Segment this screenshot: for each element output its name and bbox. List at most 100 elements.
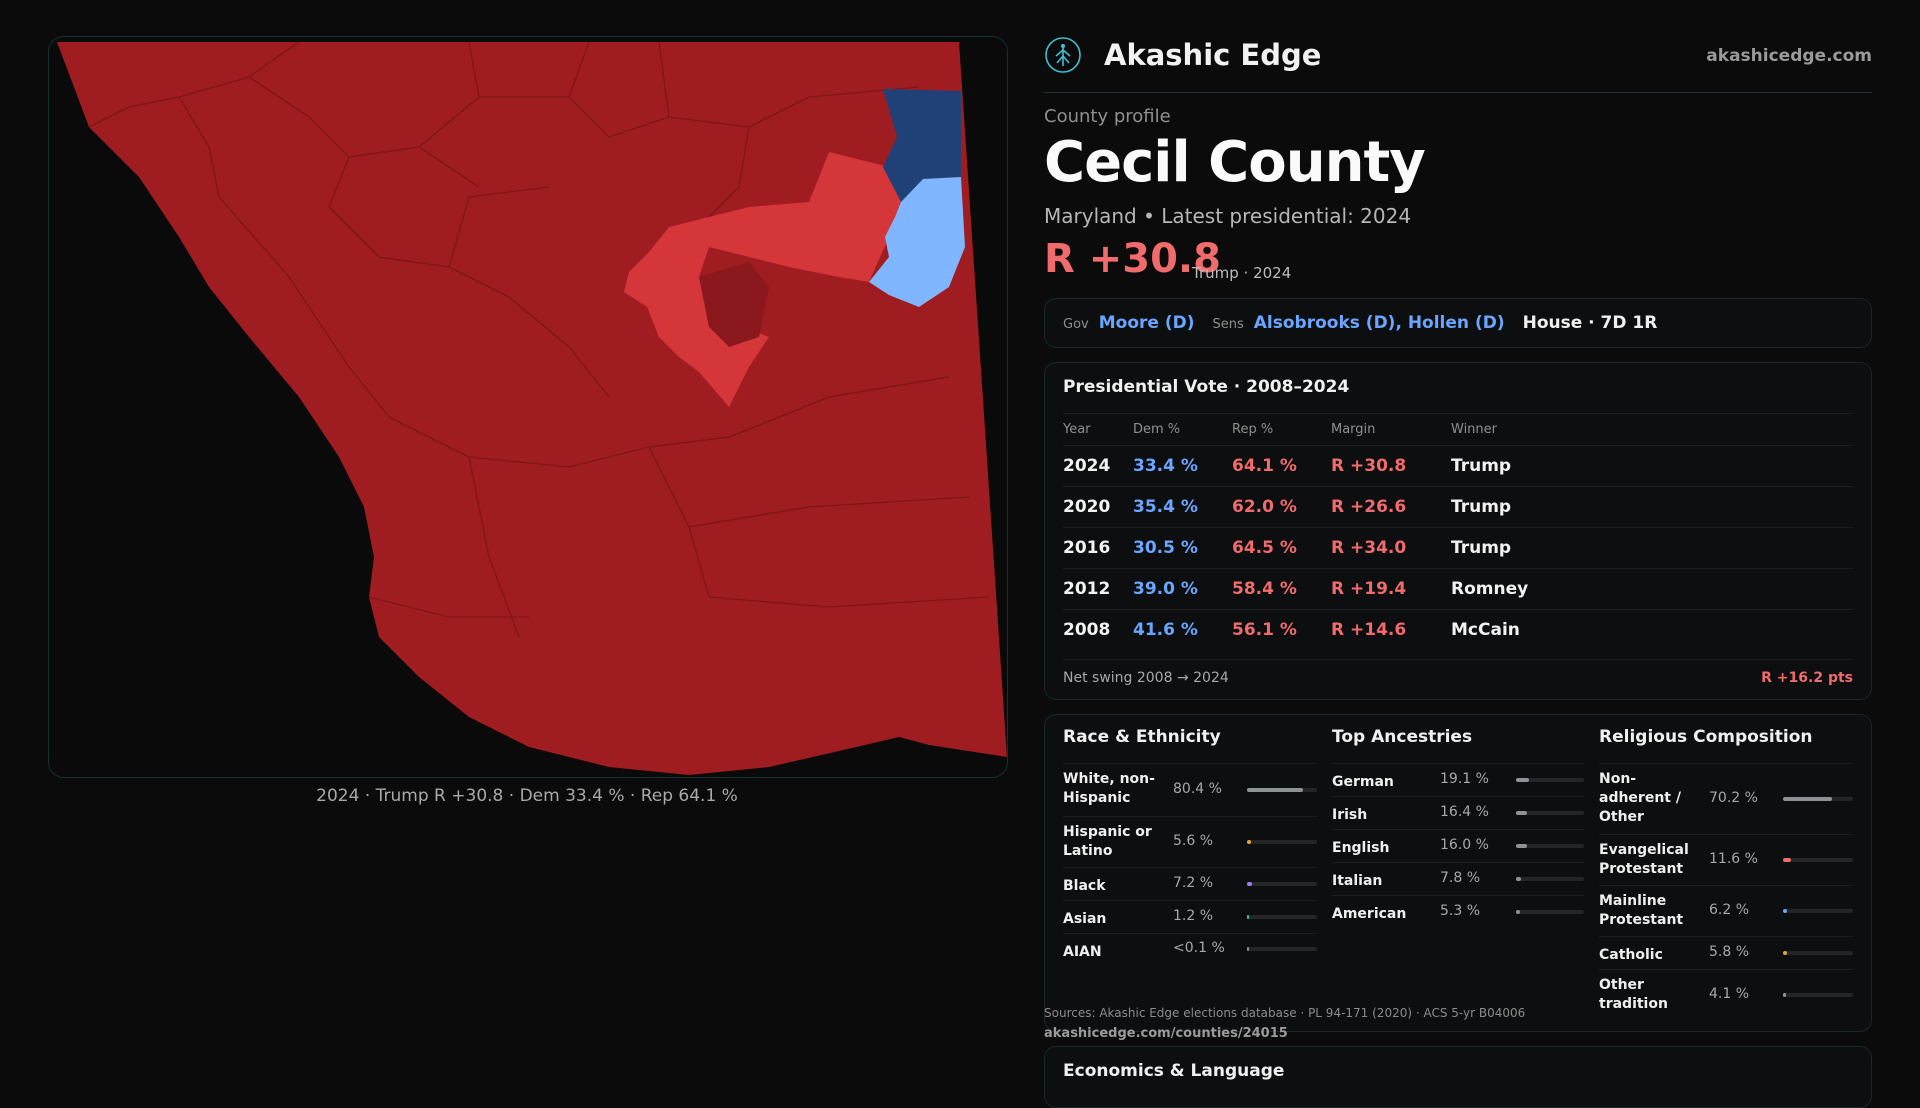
religion-value: 6.2 % bbox=[1709, 902, 1750, 918]
row-year: 2008 bbox=[1063, 620, 1111, 640]
race-row: Asian 1.2 % bbox=[1063, 900, 1317, 933]
row-year: 2012 bbox=[1063, 579, 1111, 599]
ancestries-bar-fill bbox=[1516, 844, 1527, 848]
ancestries-value: 5.3 % bbox=[1440, 903, 1481, 919]
tree-globe-icon bbox=[1045, 37, 1081, 73]
ancestries-bar-fill bbox=[1516, 778, 1529, 782]
religion-row: Catholic 5.8 % bbox=[1599, 936, 1853, 969]
officials-card: Gov Moore (D) Sens Alsobrooks (D), Holle… bbox=[1044, 298, 1872, 348]
religion-bar-fill bbox=[1783, 909, 1788, 913]
sources-url-link[interactable]: akashicedge.com/counties/24015 bbox=[1044, 1026, 1288, 1041]
table-row: 2012 39.0 % 58.4 % R +19.4 Romney bbox=[1063, 568, 1853, 610]
row-rep: 58.4 % bbox=[1232, 579, 1297, 599]
row-winner: Trump bbox=[1451, 456, 1512, 476]
race-bar-track bbox=[1247, 947, 1317, 951]
row-rep: 64.5 % bbox=[1232, 538, 1297, 558]
religion-bar-fill bbox=[1783, 858, 1792, 862]
religion-row: Non-adherent / Other 70.2 % bbox=[1599, 763, 1853, 834]
religion-row: Other tradition 4.1 % bbox=[1599, 969, 1853, 1020]
race-title: Race & Ethnicity bbox=[1063, 727, 1221, 747]
row-margin: R +19.4 bbox=[1331, 579, 1407, 599]
race-value: <0.1 % bbox=[1173, 940, 1225, 956]
religion-bar-track bbox=[1783, 909, 1853, 913]
row-year: 2020 bbox=[1063, 497, 1111, 517]
ancestries-bar-track bbox=[1516, 811, 1584, 815]
religion-row: Mainline Protestant 6.2 % bbox=[1599, 885, 1853, 936]
race-bar-track bbox=[1247, 915, 1317, 919]
race-label: White, non-Hispanic bbox=[1063, 771, 1155, 806]
row-winner: Trump bbox=[1451, 497, 1512, 517]
demographics-card: Race & Ethnicity White, non-Hispanic 80.4… bbox=[1044, 714, 1872, 1032]
ancestries-label: English bbox=[1332, 840, 1390, 856]
row-dem: 30.5 % bbox=[1133, 538, 1198, 558]
presidential-table-header: Year Dem % Rep % Margin Winner bbox=[1063, 413, 1853, 446]
race-bar-track bbox=[1247, 882, 1317, 886]
table-row: 2024 33.4 % 64.1 % R +30.8 Trump bbox=[1063, 445, 1853, 487]
presidential-vote-card: Presidential Vote · 2008–2024 Year Dem %… bbox=[1044, 362, 1872, 700]
race-value: 1.2 % bbox=[1173, 908, 1214, 924]
row-margin: R +34.0 bbox=[1331, 538, 1407, 558]
house-delegation: House · 7D 1R bbox=[1522, 313, 1658, 333]
economics-card: Economics & Language bbox=[1044, 1046, 1872, 1108]
net-swing-row: Net swing 2008 → 2024 R +16.2 pts bbox=[1063, 659, 1853, 692]
brand-name: Akashic Edge bbox=[1104, 38, 1322, 72]
race-label: Black bbox=[1063, 878, 1106, 894]
race-row: Hispanic or Latino 5.6 % bbox=[1063, 816, 1317, 867]
precinct-region-light-red[interactable] bbox=[624, 152, 909, 407]
race-row: Black 7.2 % bbox=[1063, 867, 1317, 900]
ancestries-bar-track bbox=[1516, 877, 1584, 881]
presidential-title: Presidential Vote · 2008–2024 bbox=[1063, 377, 1350, 397]
latest-margin: R +30.8 bbox=[1044, 236, 1221, 282]
county-map[interactable] bbox=[48, 36, 1008, 778]
row-dem: 41.6 % bbox=[1133, 620, 1198, 640]
table-row: 2016 30.5 % 64.5 % R +34.0 Trump bbox=[1063, 527, 1853, 569]
row-year: 2016 bbox=[1063, 538, 1111, 558]
religion-bar-fill bbox=[1783, 993, 1786, 997]
brand-url-link[interactable]: akashicedge.com bbox=[1706, 46, 1872, 66]
ancestries-label: Irish bbox=[1332, 807, 1368, 823]
religion-label: Evangelical Protestant bbox=[1599, 842, 1689, 877]
ancestries-bar-track bbox=[1516, 844, 1584, 848]
religion-bar-track bbox=[1783, 858, 1853, 862]
governor-name: Moore (D) bbox=[1098, 313, 1195, 333]
precinct-region-light-blue[interactable] bbox=[869, 177, 965, 307]
ancestries-value: 19.1 % bbox=[1440, 771, 1489, 787]
ancestries-bar-fill bbox=[1516, 877, 1522, 881]
row-winner: McCain bbox=[1451, 620, 1520, 640]
religion-bar-track bbox=[1783, 797, 1853, 801]
header-margin: Margin bbox=[1331, 422, 1376, 437]
ancestries-row: American 5.3 % bbox=[1332, 895, 1584, 928]
ancestries-row: English 16.0 % bbox=[1332, 829, 1584, 862]
page-title: Cecil County bbox=[1044, 130, 1426, 195]
precinct-region-dark-blue[interactable] bbox=[883, 89, 961, 202]
religion-bar-track bbox=[1783, 993, 1853, 997]
race-ethnicity-section: Race & Ethnicity White, non-Hispanic 80.4… bbox=[1063, 727, 1317, 964]
race-row: AIAN <0.1 % bbox=[1063, 933, 1317, 964]
race-value: 80.4 % bbox=[1173, 781, 1222, 797]
row-dem: 39.0 % bbox=[1133, 579, 1198, 599]
precinct-inner-dark[interactable] bbox=[699, 262, 769, 347]
economics-title: Economics & Language bbox=[1063, 1061, 1285, 1081]
precinct-map-svg[interactable] bbox=[49, 37, 1007, 777]
race-value: 5.6 % bbox=[1173, 833, 1214, 849]
header-year: Year bbox=[1063, 422, 1091, 437]
race-label: Hispanic or Latino bbox=[1063, 824, 1152, 859]
net-swing-label: Net swing 2008 → 2024 bbox=[1063, 670, 1229, 686]
row-dem: 33.4 % bbox=[1133, 456, 1198, 476]
race-label: Asian bbox=[1063, 911, 1107, 927]
header-dem: Dem % bbox=[1133, 422, 1181, 437]
ancestries-bar-track bbox=[1516, 778, 1584, 782]
row-margin: R +14.6 bbox=[1331, 620, 1407, 640]
table-row: 2008 41.6 % 56.1 % R +14.6 McCain bbox=[1063, 609, 1853, 651]
senators-names: Alsobrooks (D), Hollen (D) bbox=[1253, 313, 1505, 333]
row-rep: 56.1 % bbox=[1232, 620, 1297, 640]
religion-label: Other tradition bbox=[1599, 977, 1668, 1012]
ancestries-label: American bbox=[1332, 906, 1407, 922]
map-caption: 2024 · Trump R +30.8 · Dem 33.4 % · Rep … bbox=[316, 786, 738, 806]
ancestries-title: Top Ancestries bbox=[1332, 727, 1473, 747]
race-bar-track bbox=[1247, 788, 1317, 792]
row-winner: Romney bbox=[1451, 579, 1529, 599]
ancestries-value: 7.8 % bbox=[1440, 870, 1481, 886]
precinct-borders bbox=[88, 41, 990, 638]
ancestries-row: German 19.1 % bbox=[1332, 763, 1584, 796]
